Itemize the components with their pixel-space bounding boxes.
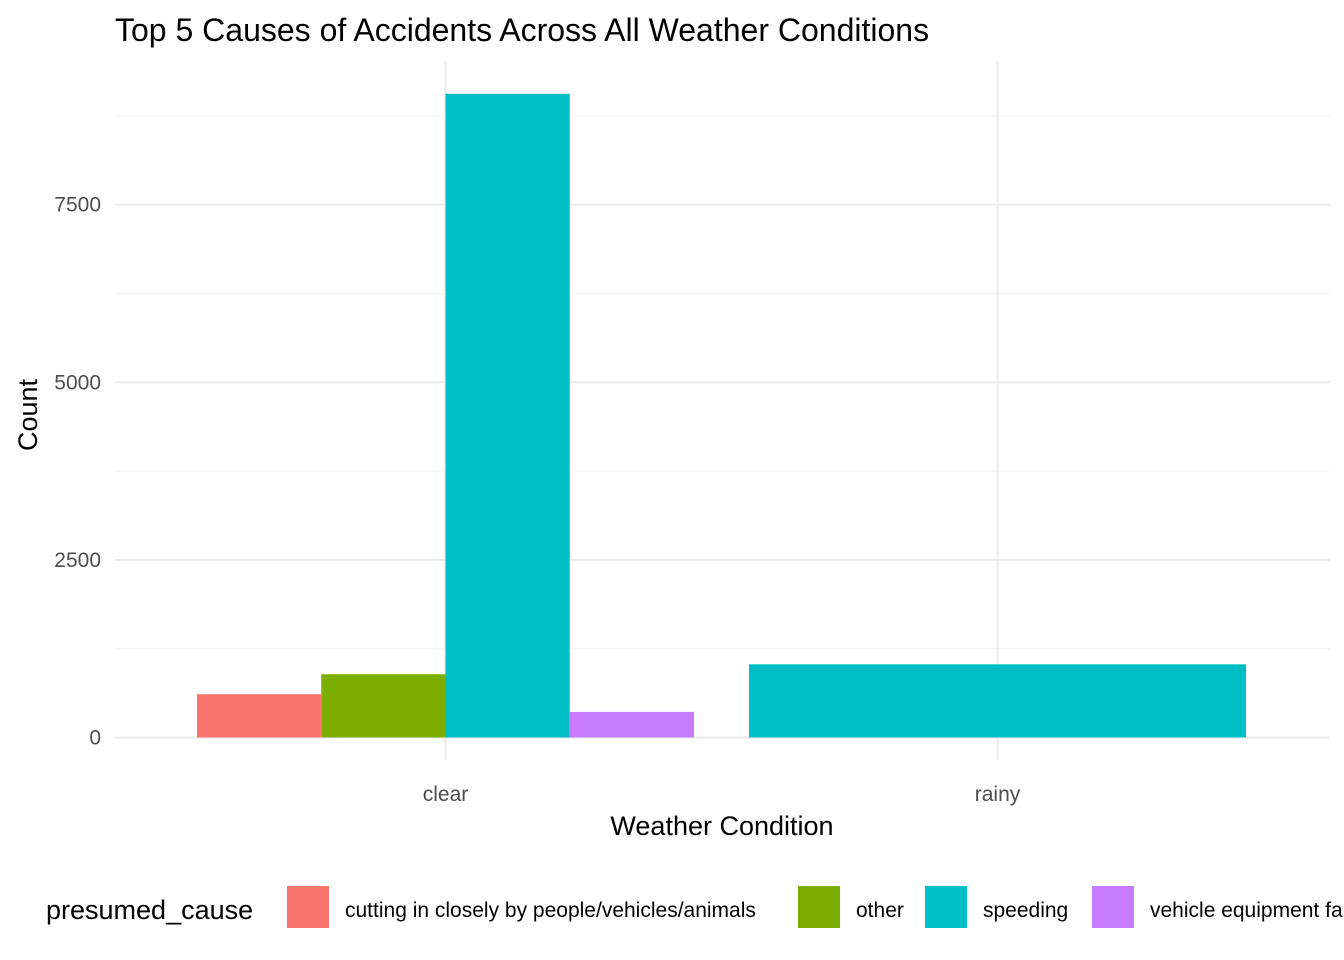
x-tick-label: clear [423, 783, 469, 806]
bar-clear-other [321, 674, 446, 738]
legend-label: speeding [983, 899, 1068, 922]
x-axis-title: Weather Condition [610, 811, 833, 841]
y-axis-title: Count [13, 378, 43, 451]
y-tick-label: 7500 [54, 194, 101, 217]
bar-clear-speeding [445, 93, 570, 738]
y-tick-label: 5000 [54, 371, 101, 394]
legend-items: cutting in closely by people/vehicles/an… [287, 886, 1343, 928]
grid [115, 62, 1330, 760]
legend-title: presumed_cause [46, 895, 253, 925]
legend-label: other [856, 899, 904, 922]
legend-label: vehicle equipment fa [1150, 899, 1343, 922]
legend: presumed_cause cutting in closely by peo… [46, 886, 1343, 928]
legend-swatch [287, 886, 329, 928]
bar-clear-cutting [197, 694, 322, 738]
y-tick-label: 0 [89, 727, 101, 750]
chart-title: Top 5 Causes of Accidents Across All Wea… [115, 12, 929, 48]
bar-rainy-speeding [749, 664, 1246, 738]
y-tick-label: 2500 [54, 549, 101, 572]
bar-clear-vehicle [569, 711, 694, 738]
y-axis-ticks: 0 2500 5000 7500 [54, 194, 101, 750]
x-axis-ticks: clear rainy [423, 783, 1021, 806]
legend-swatch [925, 886, 967, 928]
bars [197, 93, 1246, 738]
legend-label: cutting in closely by people/vehicles/an… [345, 899, 756, 922]
x-tick-label: rainy [975, 783, 1021, 806]
legend-swatch [798, 886, 840, 928]
legend-swatch [1092, 886, 1134, 928]
